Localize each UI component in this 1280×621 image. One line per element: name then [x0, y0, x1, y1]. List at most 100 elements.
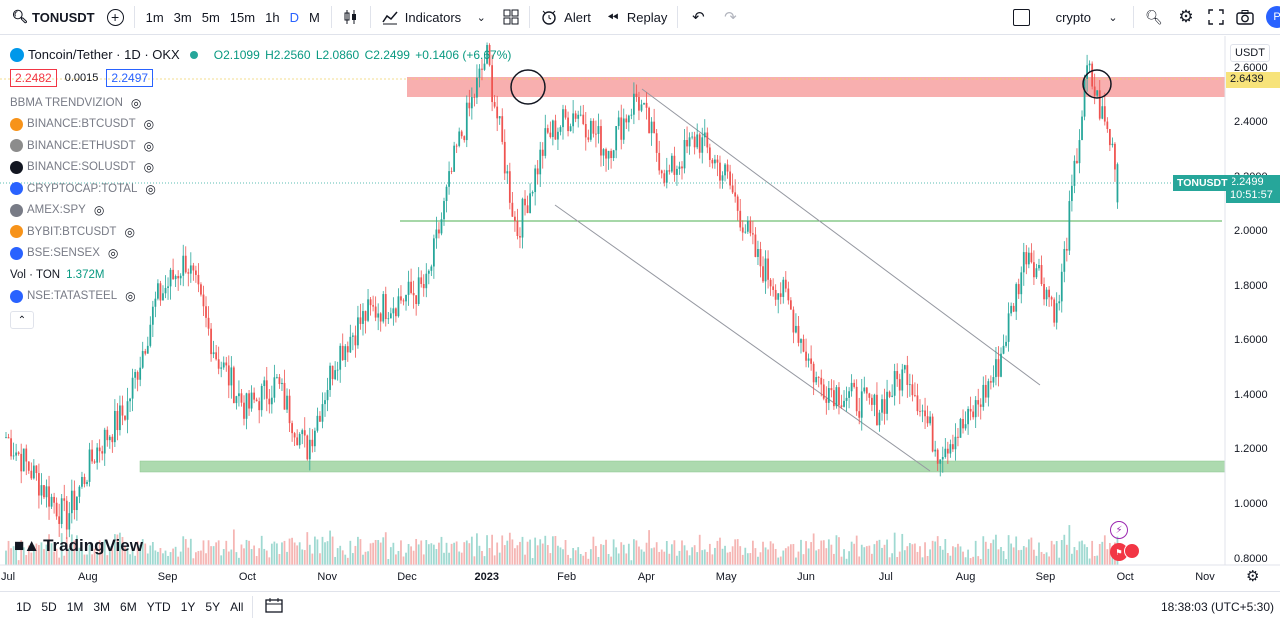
volume-bar: [422, 554, 425, 565]
candle-body: [658, 152, 661, 171]
range-1y[interactable]: 1Y: [180, 599, 196, 614]
undo-button[interactable]: ↶: [682, 0, 714, 35]
indicator-row[interactable]: BINANCE:SOLUSDT ◎: [10, 157, 513, 179]
layout-checkbox[interactable]: [1007, 0, 1036, 35]
currency-selector[interactable]: USDT: [1230, 44, 1270, 62]
events-badge[interactable]: ⚑: [1110, 543, 1128, 561]
eye-hidden-icon[interactable]: ◎: [107, 246, 119, 261]
indicator-row[interactable]: AMEX:SPY ◎: [10, 200, 513, 222]
candle-body: [470, 97, 473, 109]
volume-legend[interactable]: Vol · TON 1.372M: [10, 264, 513, 286]
volume-bar: [207, 540, 210, 565]
user-avatar[interactable]: P: [1260, 0, 1280, 35]
interval-1m[interactable]: 1m: [145, 9, 164, 25]
volume-bar: [546, 545, 549, 565]
indicator-tatasteel[interactable]: NSE:TATASTEEL ◎: [10, 286, 513, 308]
candle-body: [174, 276, 177, 280]
indicator-row[interactable]: BINANCE:ETHUSDT ◎: [10, 135, 513, 157]
candle-body: [744, 231, 747, 233]
range-3m[interactable]: 3M: [93, 599, 111, 614]
volume-bar: [936, 536, 939, 565]
candle-body: [240, 393, 243, 403]
candle-body: [584, 124, 587, 138]
range-5y[interactable]: 5Y: [205, 599, 221, 614]
volume-bar: [83, 554, 86, 565]
buy-price-box[interactable]: 2.2497: [106, 68, 154, 87]
candle-body: [600, 126, 602, 156]
layout-selector[interactable]: crypto ⌄: [1050, 0, 1129, 35]
candle-body: [187, 272, 190, 274]
interval-5m[interactable]: 5m: [201, 9, 220, 25]
interval-m[interactable]: M: [308, 9, 320, 25]
templates-button[interactable]: [497, 0, 525, 35]
lightning-icon: ⚡︎: [1115, 524, 1123, 536]
candle-body: [243, 402, 245, 419]
candle-body: [762, 266, 764, 282]
indicator-row[interactable]: BBMA TRENDVIZION ◎: [10, 92, 513, 114]
volume-bar: [648, 530, 650, 565]
lightning-badge[interactable]: ⚡︎: [1110, 521, 1128, 539]
indicator-row[interactable]: BYBIT:BTCUSDT ◎: [10, 221, 513, 243]
date-range-button[interactable]: [257, 597, 291, 616]
range-all[interactable]: All: [230, 599, 244, 614]
interval-d[interactable]: D: [289, 9, 299, 25]
candle-body: [936, 449, 939, 464]
alert-button[interactable]: Alert: [534, 0, 597, 35]
eye-hidden-icon[interactable]: ◎: [143, 160, 155, 175]
eye-hidden-icon[interactable]: ◎: [143, 117, 155, 132]
range-1d[interactable]: 1D: [16, 599, 32, 614]
eye-hidden-icon[interactable]: ◎: [124, 224, 135, 239]
eye-hidden-icon[interactable]: ◎: [93, 203, 105, 218]
eye-hidden-icon[interactable]: ◎: [130, 95, 142, 110]
price-scale[interactable]: USDT 2.60002.40002.20002.00001.80001.600…: [1226, 36, 1280, 565]
quick-search-button[interactable]: 🔍︎: [1138, 0, 1170, 35]
range-ytd[interactable]: YTD: [146, 599, 171, 614]
interval-3m[interactable]: 3m: [173, 9, 192, 25]
indicator-row[interactable]: BINANCE:BTCUSDT ◎: [10, 114, 513, 136]
sol-icon: [10, 160, 23, 174]
fullscreen-button[interactable]: [1202, 0, 1230, 35]
candle-body: [45, 486, 48, 498]
candle-body: [519, 235, 521, 238]
volume-bar: [357, 536, 359, 565]
candle-body: [1040, 265, 1043, 284]
candle-body: [319, 415, 321, 422]
indicators-button[interactable]: Indicators ⌄: [375, 0, 497, 35]
indicator-row[interactable]: BSE:SENSEX ◎: [10, 243, 513, 265]
interval-1h[interactable]: 1h: [265, 9, 280, 25]
redo-button[interactable]: ↷: [714, 0, 746, 35]
chart-type-button[interactable]: [336, 0, 366, 35]
volume-bar: [762, 541, 764, 565]
candle-body: [402, 300, 405, 302]
chart-settings-button[interactable]: ⚙: [1246, 567, 1266, 587]
indicator-row[interactable]: CRYPTOCAP:TOTAL ◎: [10, 178, 513, 200]
volume-bar: [1088, 558, 1091, 565]
candle-body: [665, 170, 668, 183]
candle-body: [217, 359, 220, 369]
collapse-legend-button[interactable]: ⌃: [10, 311, 34, 329]
replay-button[interactable]: ⏪︎ Replay: [597, 0, 673, 35]
candle-body: [86, 481, 88, 485]
eye-hidden-icon[interactable]: ◎: [125, 289, 136, 304]
range-6m[interactable]: 6M: [120, 599, 137, 614]
interval-15m[interactable]: 15m: [229, 9, 256, 25]
eye-hidden-icon[interactable]: ◎: [143, 138, 155, 153]
volume-bar: [886, 539, 888, 565]
settings-button[interactable]: ⚙: [1170, 0, 1202, 35]
events-badge-2[interactable]: [1124, 543, 1140, 559]
sell-price-box[interactable]: 2.2482: [10, 68, 57, 87]
symbol-legend-row[interactable]: Toncoin/Tether · 1D · OKX O2.1099 H2.256…: [10, 44, 513, 65]
compare-button[interactable]: +: [101, 0, 130, 35]
eye-hidden-icon[interactable]: ◎: [145, 181, 156, 196]
symbol-search[interactable]: 🔍︎ TONUSDT: [0, 0, 101, 35]
candle-body: [463, 136, 466, 141]
volume-bar: [217, 540, 220, 565]
candle-body: [119, 405, 121, 431]
timezone-clock[interactable]: 18:38:03 (UTC+5:30): [1161, 600, 1280, 614]
candle-body: [15, 452, 18, 456]
range-5d[interactable]: 5D: [41, 599, 57, 614]
volume-bar: [653, 547, 656, 565]
range-1m[interactable]: 1M: [66, 599, 84, 614]
snapshot-button[interactable]: [1230, 0, 1260, 35]
